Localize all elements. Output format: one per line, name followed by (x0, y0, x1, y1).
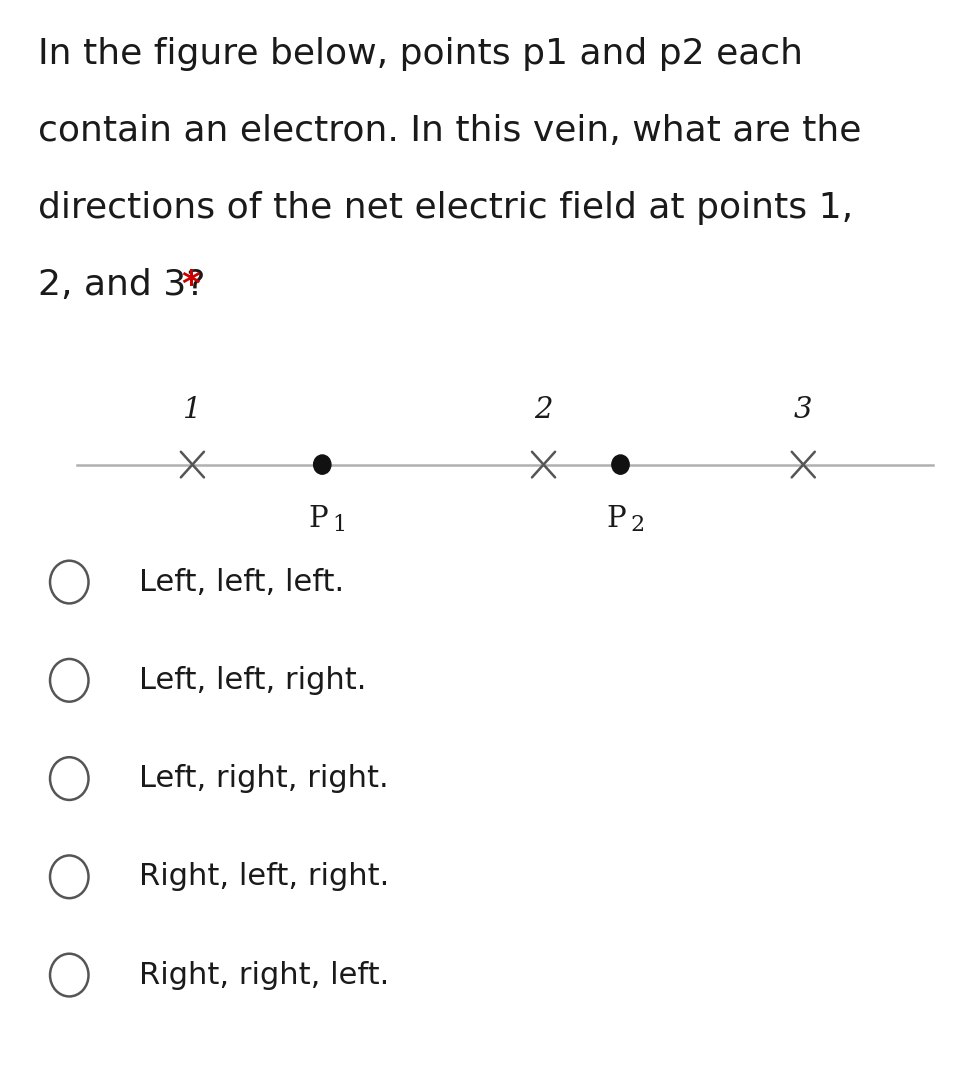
Text: 2: 2 (630, 514, 644, 536)
Circle shape (313, 455, 331, 474)
Text: 3: 3 (793, 396, 812, 424)
Text: P: P (606, 505, 626, 533)
Text: In the figure below, points p1 and p2 each: In the figure below, points p1 and p2 ea… (38, 37, 802, 72)
Text: 2: 2 (533, 396, 553, 424)
Text: P: P (308, 505, 328, 533)
Circle shape (611, 455, 628, 474)
Text: contain an electron. In this vein, what are the: contain an electron. In this vein, what … (38, 114, 861, 148)
Text: Right, right, left.: Right, right, left. (139, 960, 389, 990)
Text: directions of the net electric field at points 1,: directions of the net electric field at … (38, 191, 852, 225)
Text: 2, and 3?: 2, and 3? (38, 268, 206, 302)
Text: Right, left, right.: Right, left, right. (139, 862, 389, 892)
Text: *: * (181, 268, 200, 302)
Text: Left, left, right.: Left, left, right. (139, 665, 366, 695)
Text: 1: 1 (333, 514, 346, 536)
Text: Left, right, right.: Left, right, right. (139, 764, 388, 794)
Text: 1: 1 (183, 396, 202, 424)
Text: Left, left, left.: Left, left, left. (139, 567, 344, 597)
